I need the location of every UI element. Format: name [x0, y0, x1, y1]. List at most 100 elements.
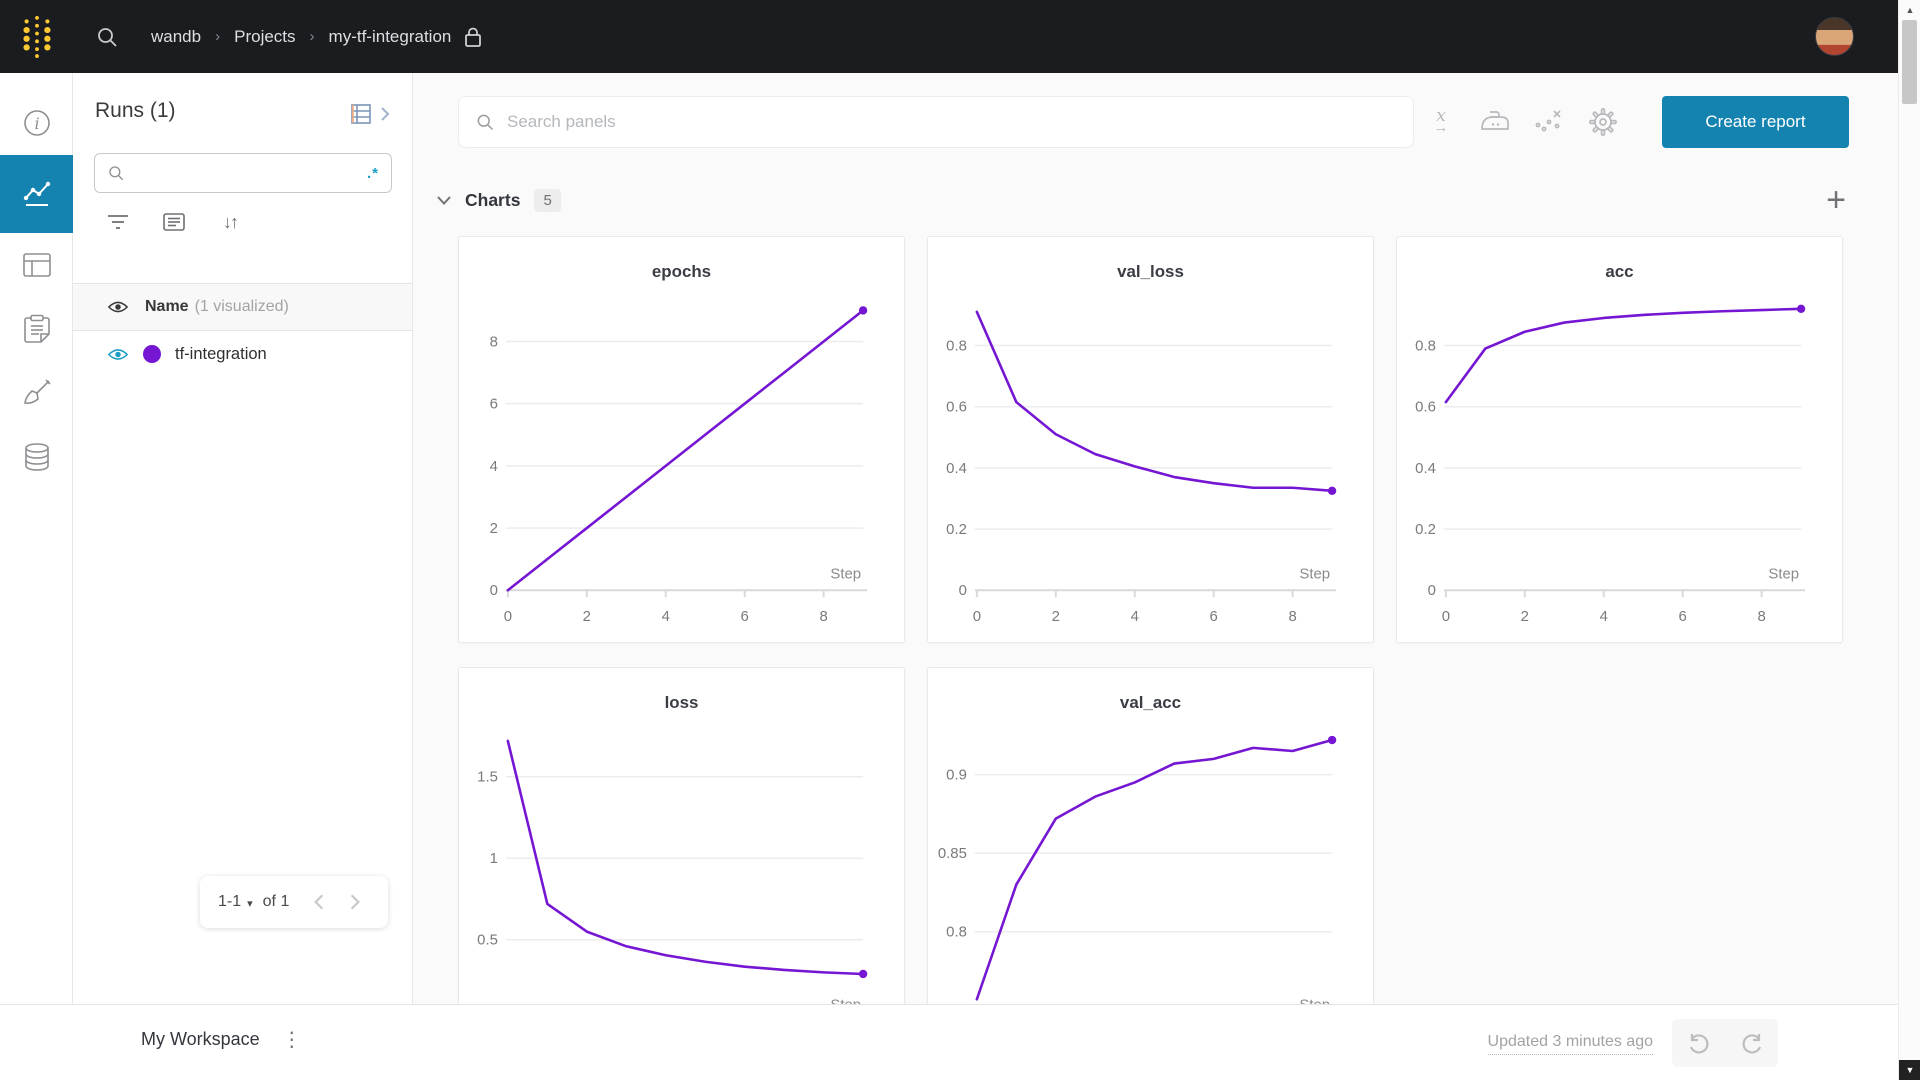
sidebar-item-table[interactable] — [0, 233, 73, 297]
eye-icon[interactable] — [107, 300, 129, 314]
svg-text:0.6: 0.6 — [1415, 399, 1436, 416]
chart-panel-acc[interactable]: acc 0 0.2 0.4 0.6 0.8 0 2 4 6 8 Step — [1396, 236, 1843, 643]
chart-panel-epochs[interactable]: epochs 0 2 4 6 8 0 2 4 6 8 Step — [458, 236, 905, 643]
chart-panel-val_loss[interactable]: val_loss 0 0.2 0.4 0.6 0.8 0 2 4 6 8 Step — [927, 236, 1374, 643]
updated-status[interactable]: Updated 3 minutes ago — [1487, 1033, 1653, 1055]
sidebar-item-logs[interactable] — [0, 297, 73, 361]
svg-text:0: 0 — [1442, 608, 1450, 625]
svg-text:0: 0 — [973, 608, 981, 625]
svg-text:4: 4 — [490, 458, 498, 475]
bottom-bar: My Workspace ⋮ Updated 3 minutes ago — [0, 1004, 1898, 1080]
add-panel-button[interactable]: + — [1826, 181, 1846, 219]
sidebar-item-charts[interactable] — [0, 155, 73, 233]
charts-count-badge: 5 — [534, 189, 561, 212]
workspace-main: x → — [413, 73, 1898, 1004]
svg-text:val_acc: val_acc — [1120, 693, 1181, 712]
workspace-title[interactable]: My Workspace — [141, 1029, 260, 1049]
panel-search-box — [458, 96, 1414, 148]
sidebar-item-sweeps[interactable] — [0, 361, 73, 425]
info-icon: i — [23, 110, 50, 136]
create-report-button[interactable]: Create report — [1662, 96, 1849, 148]
breadcrumb-entity[interactable]: wandb — [151, 26, 202, 46]
runs-toolbar: ↓↑ — [103, 207, 245, 237]
runs-sidebar: Runs (1) .* — [73, 73, 413, 1004]
sidebar-item-artifacts[interactable] — [0, 425, 73, 489]
charts-section-header: Charts 5 — [437, 189, 561, 212]
left-icon-rail: i — [0, 73, 73, 1004]
kebab-menu-icon[interactable]: ⋮ — [281, 1028, 302, 1051]
expand-runs-table-button[interactable] — [351, 104, 390, 124]
breadcrumb-projects[interactable]: Projects — [234, 26, 296, 46]
svg-text:2: 2 — [1521, 608, 1529, 625]
page-size-caret[interactable]: ▾ — [247, 898, 253, 910]
panel-search-input[interactable] — [507, 112, 1397, 132]
svg-text:0.4: 0.4 — [946, 460, 967, 477]
charts-section-title[interactable]: Charts — [465, 190, 521, 210]
svg-text:8: 8 — [490, 333, 498, 350]
svg-text:0: 0 — [504, 608, 512, 625]
chevron-right-icon — [381, 107, 390, 121]
svg-text:4: 4 — [1600, 608, 1608, 625]
scrollbar-up-arrow[interactable]: ▲ — [1905, 4, 1915, 15]
sort-icon[interactable]: ↓↑ — [223, 211, 239, 232]
run-visibility-eye-icon[interactable] — [107, 347, 129, 362]
private-lock-icon — [463, 26, 483, 48]
svg-text:8: 8 — [1757, 608, 1765, 625]
svg-text:0: 0 — [490, 582, 498, 599]
run-row[interactable]: tf-integration — [73, 331, 412, 377]
svg-text:0.4: 0.4 — [1415, 460, 1436, 477]
global-search-icon[interactable] — [95, 25, 119, 49]
svg-text:Step: Step — [830, 565, 861, 582]
next-page-button[interactable] — [349, 893, 361, 911]
visualized-count: (1 visualized) — [194, 298, 289, 315]
svg-text:6: 6 — [741, 608, 749, 625]
settings-gear-icon[interactable] — [1587, 103, 1619, 141]
filter-icon[interactable] — [103, 207, 133, 237]
svg-text:0.85: 0.85 — [938, 845, 967, 862]
database-icon — [24, 443, 49, 471]
svg-text:Step: Step — [830, 996, 861, 1004]
runs-table-icon — [351, 104, 371, 124]
svg-text:val_loss: val_loss — [1117, 262, 1184, 281]
regex-toggle[interactable]: .* — [366, 164, 379, 182]
search-icon — [477, 114, 494, 131]
redo-icon[interactable] — [1740, 1031, 1764, 1055]
svg-text:6: 6 — [1679, 608, 1687, 625]
breadcrumb-project-name[interactable]: my-tf-integration — [328, 26, 452, 46]
runs-search-box: .* — [94, 153, 392, 193]
run-name[interactable]: tf-integration — [175, 344, 267, 363]
top-nav-bar: wandb › Projects › my-tf-integration — [0, 0, 1898, 73]
scrollbar-down-arrow[interactable]: ▼ — [1899, 1060, 1920, 1080]
avatar[interactable] — [1815, 17, 1854, 56]
svg-text:8: 8 — [819, 608, 827, 625]
svg-text:Step: Step — [1299, 996, 1330, 1004]
outliers-icon[interactable] — [1533, 103, 1565, 141]
page-scrollbar[interactable]: ▲ ▼ — [1898, 0, 1920, 1080]
svg-text:4: 4 — [662, 608, 670, 625]
wandb-logo[interactable] — [0, 0, 73, 73]
clipboard-icon — [23, 314, 50, 343]
sidebar-item-overview[interactable]: i — [0, 91, 73, 155]
prev-page-button[interactable] — [313, 893, 325, 911]
breadcrumb-separator: › — [309, 28, 315, 45]
group-icon[interactable] — [159, 207, 189, 237]
svg-text:0: 0 — [959, 582, 967, 599]
svg-text:0: 0 — [1428, 582, 1436, 599]
chevron-down-icon[interactable] — [437, 196, 451, 205]
undo-icon[interactable] — [1687, 1031, 1711, 1055]
run-color-dot[interactable] — [143, 345, 161, 363]
breadcrumb-separator: › — [215, 28, 221, 45]
undo-redo-group — [1672, 1019, 1778, 1067]
smoothing-iron-icon[interactable] — [1479, 103, 1511, 141]
svg-text:6: 6 — [490, 396, 498, 413]
runs-search-input[interactable] — [135, 164, 367, 182]
svg-text:2: 2 — [490, 520, 498, 537]
charts-grid: epochs 0 2 4 6 8 0 2 4 6 8 Step val_loss 0 0.2 0.4 0.6 0.… — [458, 236, 1843, 1004]
runs-name-header: Name (1 visualized) — [73, 283, 412, 331]
svg-text:0.5: 0.5 — [477, 932, 498, 949]
x-axis-settings-icon[interactable]: x → — [1433, 106, 1449, 136]
scrollbar-thumb[interactable] — [1902, 20, 1917, 104]
svg-text:loss: loss — [665, 693, 699, 712]
